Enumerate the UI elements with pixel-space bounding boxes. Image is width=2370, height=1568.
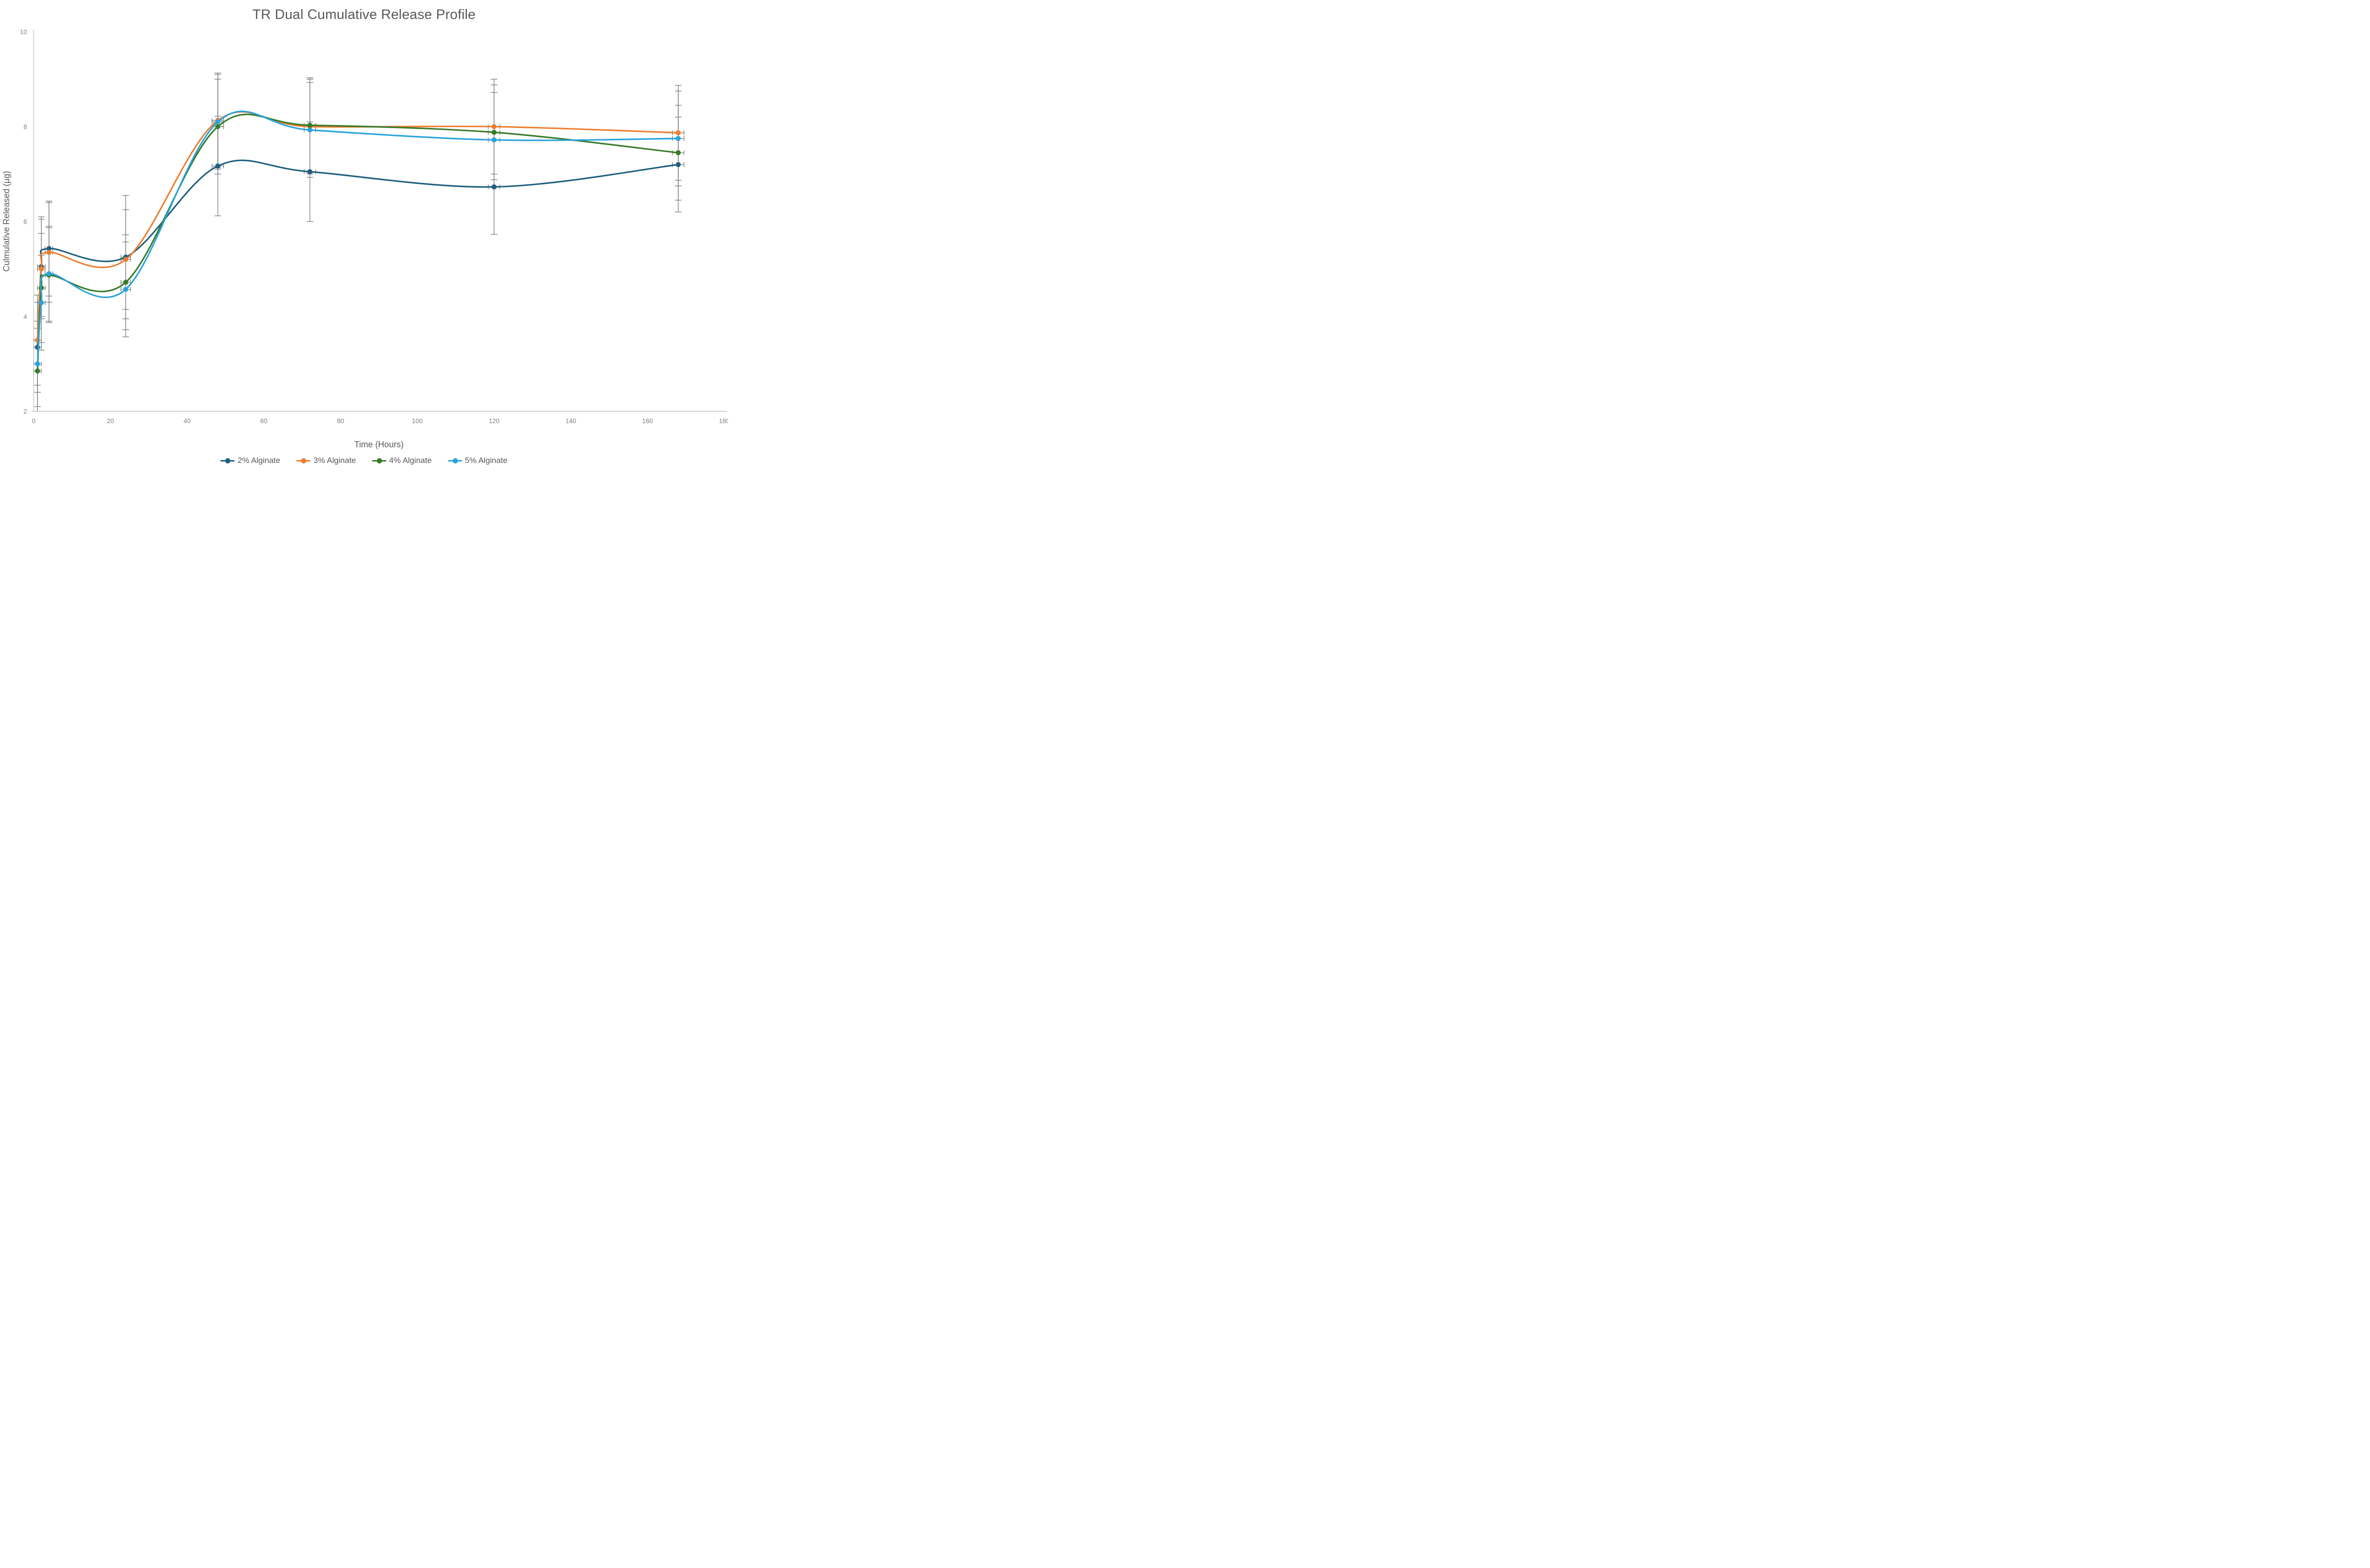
y-tick-labels: 2 4 6 8 10	[20, 28, 27, 415]
data-point-5-alginate	[675, 136, 681, 141]
legend-item-3-alginate: 3% Alginate	[296, 456, 356, 465]
x-tick-label: 60	[260, 417, 267, 425]
chart-title: TR Dual Cumulative Release Profile	[252, 7, 476, 22]
legend-item-2-alginate: 2% Alginate	[220, 456, 280, 465]
y-tick-label: 4	[23, 313, 27, 320]
legend-label: 5% Alginate	[465, 456, 508, 465]
legend-marker-icon	[296, 458, 311, 463]
series-4-alginate	[35, 113, 681, 374]
legend-label: 4% Alginate	[389, 456, 432, 465]
data-point-5-alginate	[35, 361, 40, 367]
x-tick-labels: 0 20 40 60 80 100 120 140 160 180	[32, 417, 728, 425]
data-point-2-alginate	[675, 162, 681, 167]
series-5-alginate	[35, 110, 681, 367]
data-point-4-alginate	[675, 150, 681, 155]
legend-marker-icon	[220, 458, 235, 463]
data-point-5-alginate	[215, 119, 220, 125]
y-tick-label: 8	[23, 123, 27, 130]
x-tick-label: 120	[489, 417, 500, 425]
legend-item-4-alginate: 4% Alginate	[372, 456, 432, 465]
data-point-4-alginate	[492, 129, 497, 135]
x-tick-label: 140	[565, 417, 576, 425]
data-point-4-alginate	[123, 280, 128, 285]
series-3-alginate	[35, 111, 681, 343]
legend: 2% Alginate 3% Alginate 4% Alginate 5% Algi…	[0, 456, 728, 465]
x-tick-label: 180	[719, 417, 728, 425]
x-tick-label: 160	[642, 417, 653, 425]
y-tick-label: 10	[20, 28, 27, 36]
x-tick-label: 40	[183, 417, 191, 425]
data-point-4-alginate	[215, 124, 220, 129]
data-point-5-alginate	[492, 137, 497, 143]
x-tick-label: 0	[32, 417, 36, 425]
series-line-4-alginate	[36, 113, 679, 372]
y-tick-label: 2	[23, 408, 27, 415]
data-point-5-alginate	[38, 300, 44, 306]
series-line-3-alginate	[36, 111, 679, 341]
data-point-5-alginate	[123, 287, 128, 292]
legend-label: 3% Alginate	[313, 456, 356, 465]
legend-item-5-alginate: 5% Alginate	[447, 456, 508, 465]
x-tick-label: 80	[337, 417, 344, 425]
data-point-2-alginate	[46, 246, 52, 251]
data-point-3-alginate	[123, 257, 128, 262]
x-axis-title: Time (Hours)	[354, 440, 404, 449]
legend-marker-icon	[372, 458, 386, 463]
data-point-5-alginate	[46, 271, 52, 276]
data-point-3-alginate	[46, 250, 52, 255]
legend-label: 2% Alginate	[237, 456, 281, 465]
data-point-2-alginate	[492, 184, 497, 190]
y-tick-label: 6	[23, 218, 27, 226]
data-point-5-alginate	[307, 127, 313, 133]
data-point-3-alginate	[492, 124, 497, 129]
chart-container: TR Dual Cumulative Release Profile 2 4 6 8 1…	[0, 0, 728, 470]
data-point-2-alginate	[215, 163, 220, 169]
x-tick-label: 20	[107, 417, 114, 425]
series-line-5-alginate	[36, 110, 679, 365]
series-line-2-alginate	[36, 159, 679, 348]
x-tick-label: 100	[412, 417, 423, 425]
data-point-2-alginate	[307, 169, 313, 174]
data-point-4-alginate	[35, 368, 40, 374]
y-axis-title-text: Culmulative Released (µg)	[1, 171, 11, 272]
error-bars	[34, 73, 684, 411]
legend-marker-icon	[447, 458, 462, 463]
series-2-alginate	[35, 159, 681, 350]
data-point-4-alginate	[307, 122, 313, 128]
data-point-3-alginate	[675, 130, 681, 136]
data-point-3-alginate	[38, 266, 44, 272]
